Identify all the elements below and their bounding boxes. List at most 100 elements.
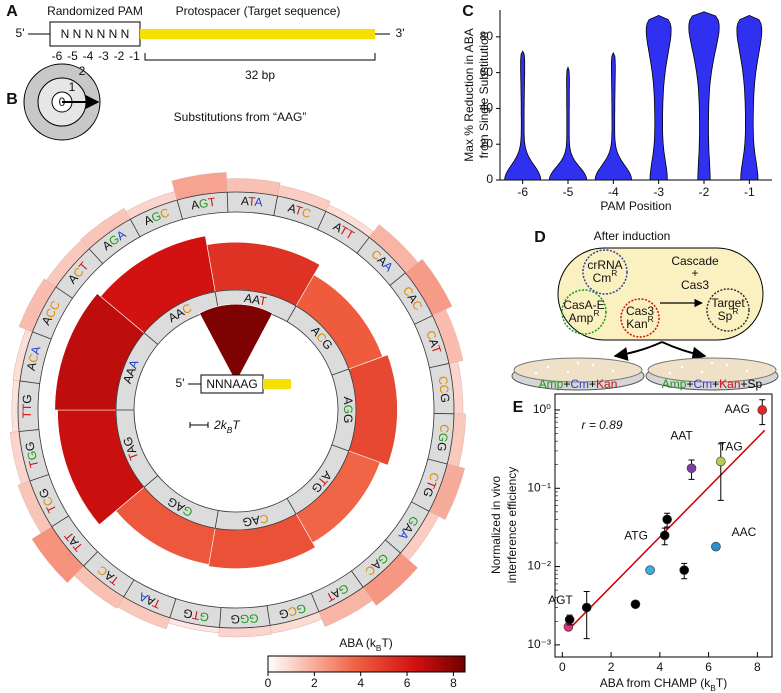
x-tick-label: -4 xyxy=(608,185,619,199)
outer-codon: CCG xyxy=(436,375,453,403)
ring-label: 1 xyxy=(69,80,76,94)
inner-codon: AGG xyxy=(341,397,355,424)
outer-codon: ACA xyxy=(24,345,44,372)
position-label: -5 xyxy=(67,49,78,63)
colony xyxy=(725,363,729,367)
violin xyxy=(548,66,588,181)
outer-codon: TTG xyxy=(20,394,34,418)
text-part: R xyxy=(611,268,617,278)
inner-codon: GAG xyxy=(165,494,195,519)
codon-divider xyxy=(19,380,40,384)
plate-label: Amp+Cm+Kan xyxy=(539,377,618,391)
plate-label: Amp+Cm+Kan+Sp xyxy=(662,377,763,391)
colony xyxy=(668,371,672,375)
point-label: AAT xyxy=(670,428,693,442)
plasmid-marker: SpR xyxy=(718,306,739,323)
outer-codon: ATA xyxy=(240,194,263,210)
protospacer-label: Protospacer (Target sequence) xyxy=(176,4,341,18)
x-tick-label: 4 xyxy=(656,660,663,674)
point xyxy=(564,614,575,625)
codon-divider xyxy=(385,539,401,554)
nucleotide: T xyxy=(207,195,217,210)
text-part: + xyxy=(741,377,748,391)
x-tick-label: -2 xyxy=(699,185,710,199)
violin xyxy=(504,50,542,181)
text-part: Amp xyxy=(539,377,564,391)
codon-divider xyxy=(414,315,433,325)
plasmid xyxy=(706,288,750,332)
codon-divider xyxy=(32,331,52,340)
nucleotide: G xyxy=(341,414,355,423)
codon-divider xyxy=(286,305,297,322)
ring-label: 2 xyxy=(79,64,86,78)
codon-divider xyxy=(169,598,177,618)
outer-codon: TAT xyxy=(61,528,85,554)
ring-edge xyxy=(17,191,455,629)
text-part: Amp xyxy=(569,311,594,325)
outer-codon: ATT xyxy=(331,219,357,243)
nucleotide: G xyxy=(230,612,240,626)
text-part: B xyxy=(376,643,382,653)
panel-letter: A xyxy=(6,3,18,20)
x-axis-label: PAM Position xyxy=(600,199,671,213)
plasmid-marker: KanR xyxy=(626,314,653,331)
nucleotide: T xyxy=(20,403,34,411)
codon-divider xyxy=(351,570,364,588)
nucleotide: G xyxy=(20,394,34,404)
text-part: Amp xyxy=(662,377,687,391)
position-label: -2 xyxy=(114,49,125,63)
text-part: R xyxy=(648,314,654,324)
plasmid-marker: CmR xyxy=(593,268,618,285)
codon-divider xyxy=(83,551,98,567)
arrow xyxy=(661,341,707,361)
nucleotide: A xyxy=(251,512,261,527)
text-part: T xyxy=(232,418,241,432)
codon-divider xyxy=(429,363,450,369)
nucleotide: A xyxy=(341,397,355,405)
nucleotide: G xyxy=(295,601,308,617)
codon-divider xyxy=(226,192,229,213)
y-tick-label: 10⁻¹ xyxy=(527,480,551,494)
point xyxy=(686,463,697,474)
text-part: Cm xyxy=(570,377,589,391)
x-tick-label: 8 xyxy=(754,660,761,674)
nucleotide: T xyxy=(26,458,41,469)
text-part: Cm xyxy=(693,377,712,391)
point-label: AAG xyxy=(725,402,750,416)
nucleotide: A xyxy=(251,292,261,307)
nucleotide: G xyxy=(434,441,449,452)
point-label: TAG xyxy=(719,440,743,454)
text-part: R xyxy=(732,306,738,316)
codon-divider xyxy=(143,475,159,488)
colony xyxy=(591,363,595,367)
text-part: ABA from CHAMP (k xyxy=(600,676,711,690)
outer-codon: GCG xyxy=(277,601,307,622)
y-tick-label: 80 xyxy=(480,29,494,43)
point-label: ATG xyxy=(624,528,648,542)
nucleotide: G xyxy=(435,432,450,443)
violin xyxy=(645,14,672,181)
scale-label: 2kBT xyxy=(213,418,241,435)
nucleotide: C xyxy=(286,603,298,619)
text-part: Cm xyxy=(593,271,612,285)
nucleotide: G xyxy=(198,609,210,625)
inner-codon: CAG xyxy=(241,511,269,529)
outer-codon: CAT xyxy=(423,329,444,356)
protospacer xyxy=(140,29,375,39)
colorbar xyxy=(267,655,466,673)
codon-divider xyxy=(55,286,73,299)
plasmid-marker: AmpR xyxy=(569,308,600,325)
colorbar-tick-label: 2 xyxy=(311,676,318,690)
y-tick-label: 60 xyxy=(480,65,494,79)
colony xyxy=(745,369,749,373)
ring-edge xyxy=(37,211,435,609)
arrow xyxy=(613,341,663,361)
nucleotide: G xyxy=(277,606,290,622)
plate xyxy=(647,357,777,383)
center-wedge xyxy=(199,303,273,379)
colorbar-tick-label: 0 xyxy=(265,676,272,690)
text-part: Kan xyxy=(719,377,740,391)
nucleotide: G xyxy=(24,449,40,461)
colorbar-tick-label: 8 xyxy=(450,676,457,690)
nucleotide: C xyxy=(436,375,451,385)
